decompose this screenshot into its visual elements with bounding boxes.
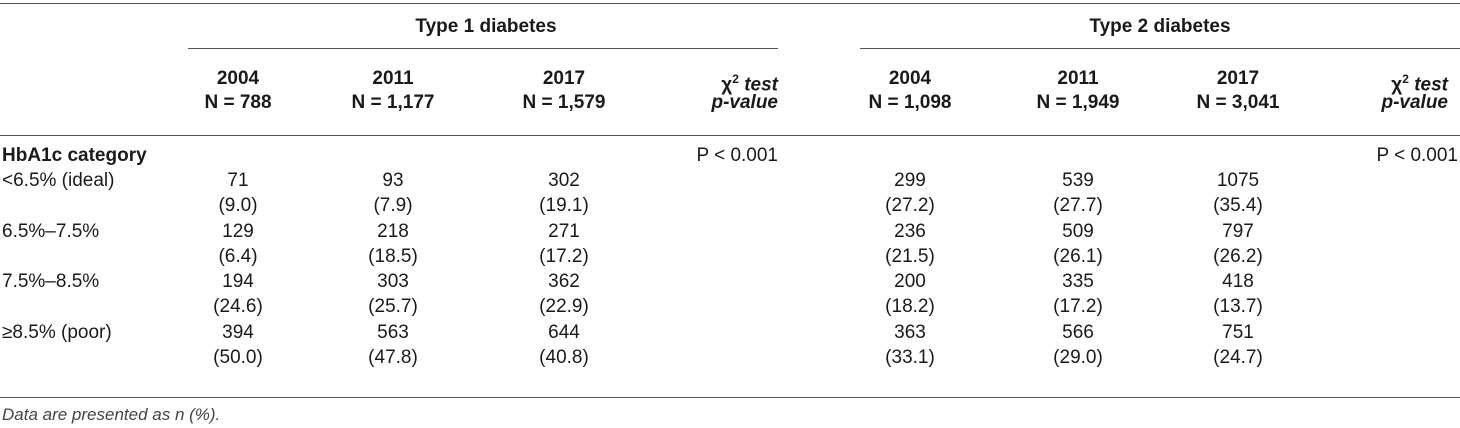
col-test-header: χ2 test xyxy=(1391,68,1448,96)
type2-group-rule xyxy=(860,48,1460,49)
cell-percent: (24.7) xyxy=(1213,346,1263,368)
p-value-type1: P < 0.001 xyxy=(696,145,778,166)
col-test-pvalue: p-value xyxy=(711,92,778,113)
test-word: test xyxy=(744,74,778,96)
cell-percent: (17.2) xyxy=(539,245,589,267)
cell-percent: (22.9) xyxy=(539,296,589,317)
cell-count: 335 xyxy=(1062,271,1094,292)
col-test-header: χ2 test xyxy=(721,68,778,96)
chi-symbol: χ xyxy=(1391,74,1403,96)
cell-percent: (33.1) xyxy=(885,346,935,368)
cell-count: 539 xyxy=(1062,170,1094,191)
cell-count: 299 xyxy=(894,170,926,191)
cell-count: 418 xyxy=(1222,271,1254,292)
cell-percent: (17.2) xyxy=(1053,296,1103,317)
row-label: ≥8.5% (poor) xyxy=(2,321,112,343)
col-n: N = 1,579 xyxy=(522,92,606,113)
chi-sup: 2 xyxy=(1402,72,1409,86)
col-n: N = 1,949 xyxy=(1036,92,1120,113)
cell-count: 194 xyxy=(222,271,254,292)
cell-count: 563 xyxy=(377,321,409,343)
group-header-type2: Type 2 diabetes xyxy=(1089,16,1231,37)
cell-count: 302 xyxy=(548,170,580,191)
cell-count: 236 xyxy=(894,220,926,242)
cell-percent: (27.7) xyxy=(1053,195,1103,216)
cell-percent: (35.4) xyxy=(1213,195,1263,216)
cell-percent: (9.0) xyxy=(218,195,258,216)
cell-count: 129 xyxy=(222,220,254,242)
cell-count: 362 xyxy=(548,271,580,292)
cell-percent: (7.9) xyxy=(373,195,413,216)
row-label: <6.5% (ideal) xyxy=(2,170,115,191)
cell-count: 644 xyxy=(548,321,580,343)
cell-count: 218 xyxy=(377,220,409,242)
section-label: HbA1c category xyxy=(2,145,147,166)
table-top-rule xyxy=(0,3,1460,4)
cell-count: 303 xyxy=(377,271,409,292)
cell-count: 566 xyxy=(1062,321,1094,343)
table-bottom-rule xyxy=(0,397,1460,398)
cell-percent: (21.5) xyxy=(885,245,935,267)
cell-count: 751 xyxy=(1222,321,1254,343)
cell-count: 797 xyxy=(1222,220,1254,242)
col-n: N = 1,098 xyxy=(868,92,952,113)
col-n: N = 788 xyxy=(204,92,272,113)
cell-percent: (25.7) xyxy=(368,296,418,317)
group-header-type1: Type 1 diabetes xyxy=(415,16,557,37)
cell-percent: (19.1) xyxy=(539,195,589,216)
cell-percent: (13.7) xyxy=(1213,296,1263,317)
test-word: test xyxy=(1414,74,1448,96)
col-year: 2017 xyxy=(1216,68,1260,89)
col-year: 2017 xyxy=(542,68,586,89)
cell-count: 394 xyxy=(222,321,254,343)
p-value-type2: P < 0.001 xyxy=(1376,145,1458,166)
cell-count: 271 xyxy=(548,220,580,242)
cell-count: 363 xyxy=(894,321,926,343)
col-year: 2004 xyxy=(216,68,260,89)
cell-percent: (6.4) xyxy=(218,245,258,267)
cell-count: 1075 xyxy=(1216,170,1260,191)
cell-percent: (18.2) xyxy=(885,296,935,317)
chi-symbol: χ xyxy=(721,74,733,96)
cell-count: 71 xyxy=(227,170,249,191)
footnote: Data are presented as n (%). xyxy=(2,405,221,424)
cell-percent: (26.1) xyxy=(1053,245,1103,267)
col-n: N = 1,177 xyxy=(351,92,435,113)
cell-percent: (18.5) xyxy=(368,245,418,267)
cell-percent: (40.8) xyxy=(539,346,589,368)
col-year: 2004 xyxy=(888,68,932,89)
chi-sup: 2 xyxy=(732,72,739,86)
cell-percent: (47.8) xyxy=(368,346,418,368)
cell-count: 93 xyxy=(382,170,404,191)
type1-group-rule xyxy=(188,48,778,49)
row-label: 7.5%–8.5% xyxy=(2,271,100,292)
row-label: 6.5%–7.5% xyxy=(2,220,100,242)
col-year: 2011 xyxy=(372,68,414,89)
cell-percent: (27.2) xyxy=(885,195,935,216)
col-n: N = 3,041 xyxy=(1196,92,1280,113)
cell-percent: (24.6) xyxy=(213,296,263,317)
cell-percent: (50.0) xyxy=(213,346,263,368)
col-test-pvalue: p-value xyxy=(1381,92,1448,113)
cell-percent: (29.0) xyxy=(1053,346,1103,368)
col-year: 2011 xyxy=(1057,68,1099,89)
cell-count: 509 xyxy=(1062,220,1094,242)
cell-percent: (26.2) xyxy=(1213,245,1263,267)
cell-count: 200 xyxy=(894,271,926,292)
header-bottom-rule xyxy=(0,135,1460,136)
